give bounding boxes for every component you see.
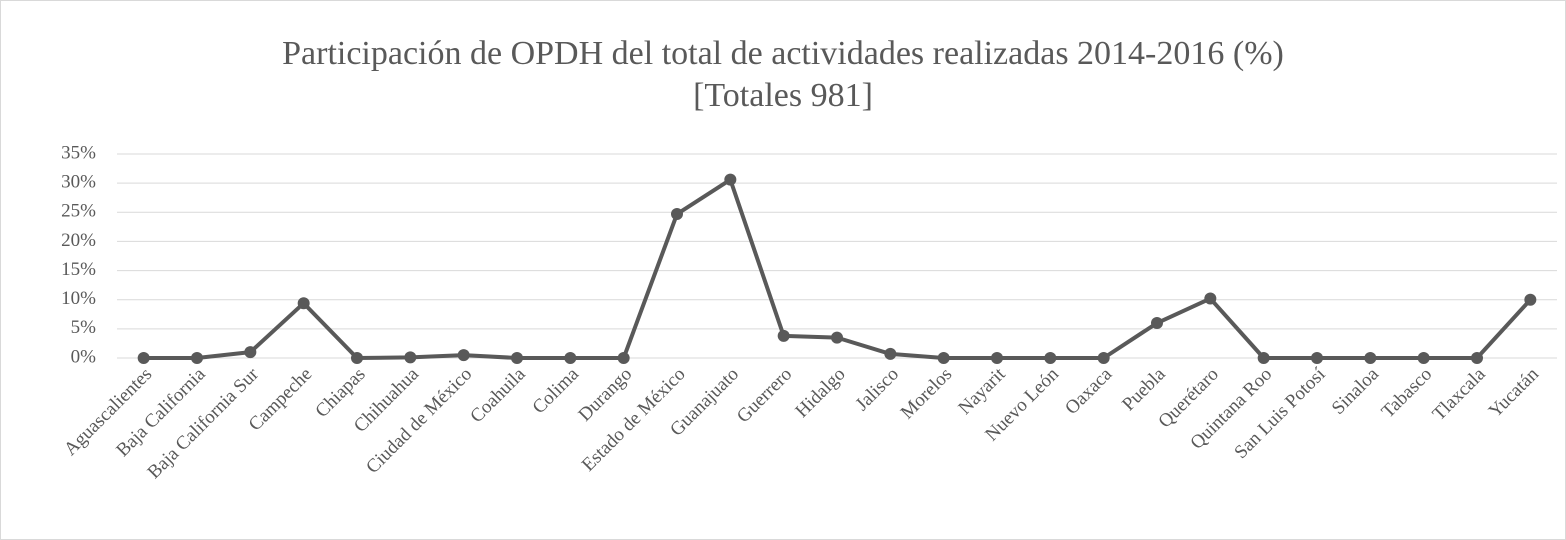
y-tick-label: 35% xyxy=(61,142,96,163)
data-point xyxy=(884,347,897,360)
data-point xyxy=(937,352,950,364)
data-point xyxy=(1471,352,1483,364)
data-point xyxy=(831,331,843,344)
data-point xyxy=(244,346,257,359)
y-tick-label: 15% xyxy=(61,259,96,280)
data-point xyxy=(511,352,523,364)
data-point xyxy=(404,351,417,364)
data-point xyxy=(564,352,577,364)
data-point xyxy=(777,329,790,342)
y-tick-label: 10% xyxy=(61,288,96,309)
data-point xyxy=(1364,352,1377,364)
data-point xyxy=(991,352,1003,364)
data-point xyxy=(1311,352,1323,364)
data-point xyxy=(671,208,683,221)
data-point xyxy=(1151,317,1163,330)
data-point xyxy=(617,352,630,364)
data-point xyxy=(137,352,150,364)
y-tick-label: 5% xyxy=(71,317,97,338)
data-point xyxy=(351,352,363,364)
data-point xyxy=(724,173,737,186)
data-point xyxy=(1097,352,1110,364)
data-point xyxy=(297,297,310,310)
chart-title: Participación de OPDH del total de activ… xyxy=(282,35,1284,72)
data-point xyxy=(1204,292,1217,305)
data-point xyxy=(191,352,203,364)
data-point xyxy=(1044,352,1057,364)
y-tick-label: 20% xyxy=(61,230,96,251)
data-point xyxy=(1524,293,1537,306)
chart-subtitle: [Totales 981] xyxy=(693,77,873,114)
y-tick-label: 30% xyxy=(61,172,96,193)
y-tick-label: 25% xyxy=(61,201,96,222)
data-point xyxy=(457,349,470,362)
y-tick-label: 0% xyxy=(71,346,97,367)
data-point xyxy=(1417,352,1430,364)
data-point xyxy=(1257,352,1270,364)
